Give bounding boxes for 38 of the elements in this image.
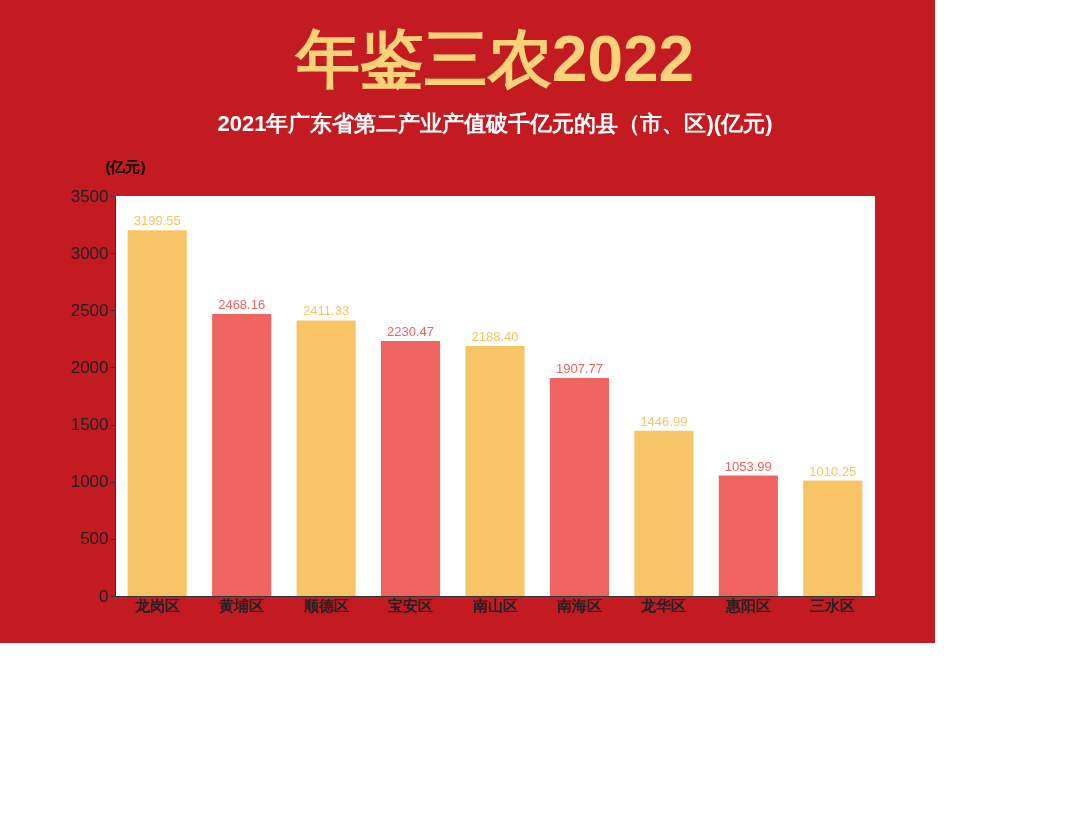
bar	[634, 430, 694, 596]
x-tick-label: 三水区	[810, 596, 856, 614]
bar	[465, 345, 525, 596]
data-label: 1446.99	[640, 413, 688, 429]
data-label: 2230.47	[387, 324, 435, 340]
y-tick-label: 3500	[70, 186, 109, 206]
data-label: 3199.55	[133, 213, 181, 229]
bar	[212, 313, 272, 596]
data-label: 2188.40	[471, 328, 519, 344]
x-tick-label: 龙华区	[640, 596, 687, 614]
chart-title: 年鉴三农2022	[293, 23, 695, 95]
x-tick-label: 黄埔区	[218, 596, 265, 614]
x-tick-label: 龙岗区	[133, 596, 180, 614]
data-label: 1907.77	[555, 360, 603, 376]
x-tick-label: 顺德区	[302, 596, 349, 614]
y-tick-label: 1500	[70, 415, 109, 435]
y-tick-label: 1000	[70, 472, 109, 492]
x-tick-label: 惠阳区	[724, 596, 771, 614]
bar	[296, 320, 356, 596]
y-tick-label: 2500	[70, 300, 109, 320]
y-tick-label: 2000	[70, 357, 109, 377]
data-label: 2468.16	[218, 296, 266, 312]
bar	[718, 475, 778, 596]
chart-subtitle: 2021年广东省第二产业产值破千亿元的县（市、区)(亿元)	[217, 111, 773, 136]
bar	[127, 230, 187, 596]
bar	[381, 341, 441, 596]
bar	[549, 377, 609, 596]
data-label: 1010.25	[809, 463, 857, 479]
y-tick-label: 0	[99, 586, 109, 606]
y-tick-label: 500	[80, 529, 109, 549]
x-tick-label: 宝安区	[388, 596, 434, 614]
bar	[803, 480, 863, 596]
x-tick-label: 南海区	[555, 596, 602, 614]
data-label: 1053.99	[724, 458, 772, 474]
data-label: 2411.33	[303, 303, 350, 319]
y-axis-title: (亿元)	[105, 157, 146, 175]
y-tick-label: 3000	[70, 243, 109, 263]
x-tick-label: 南山区	[471, 596, 518, 614]
